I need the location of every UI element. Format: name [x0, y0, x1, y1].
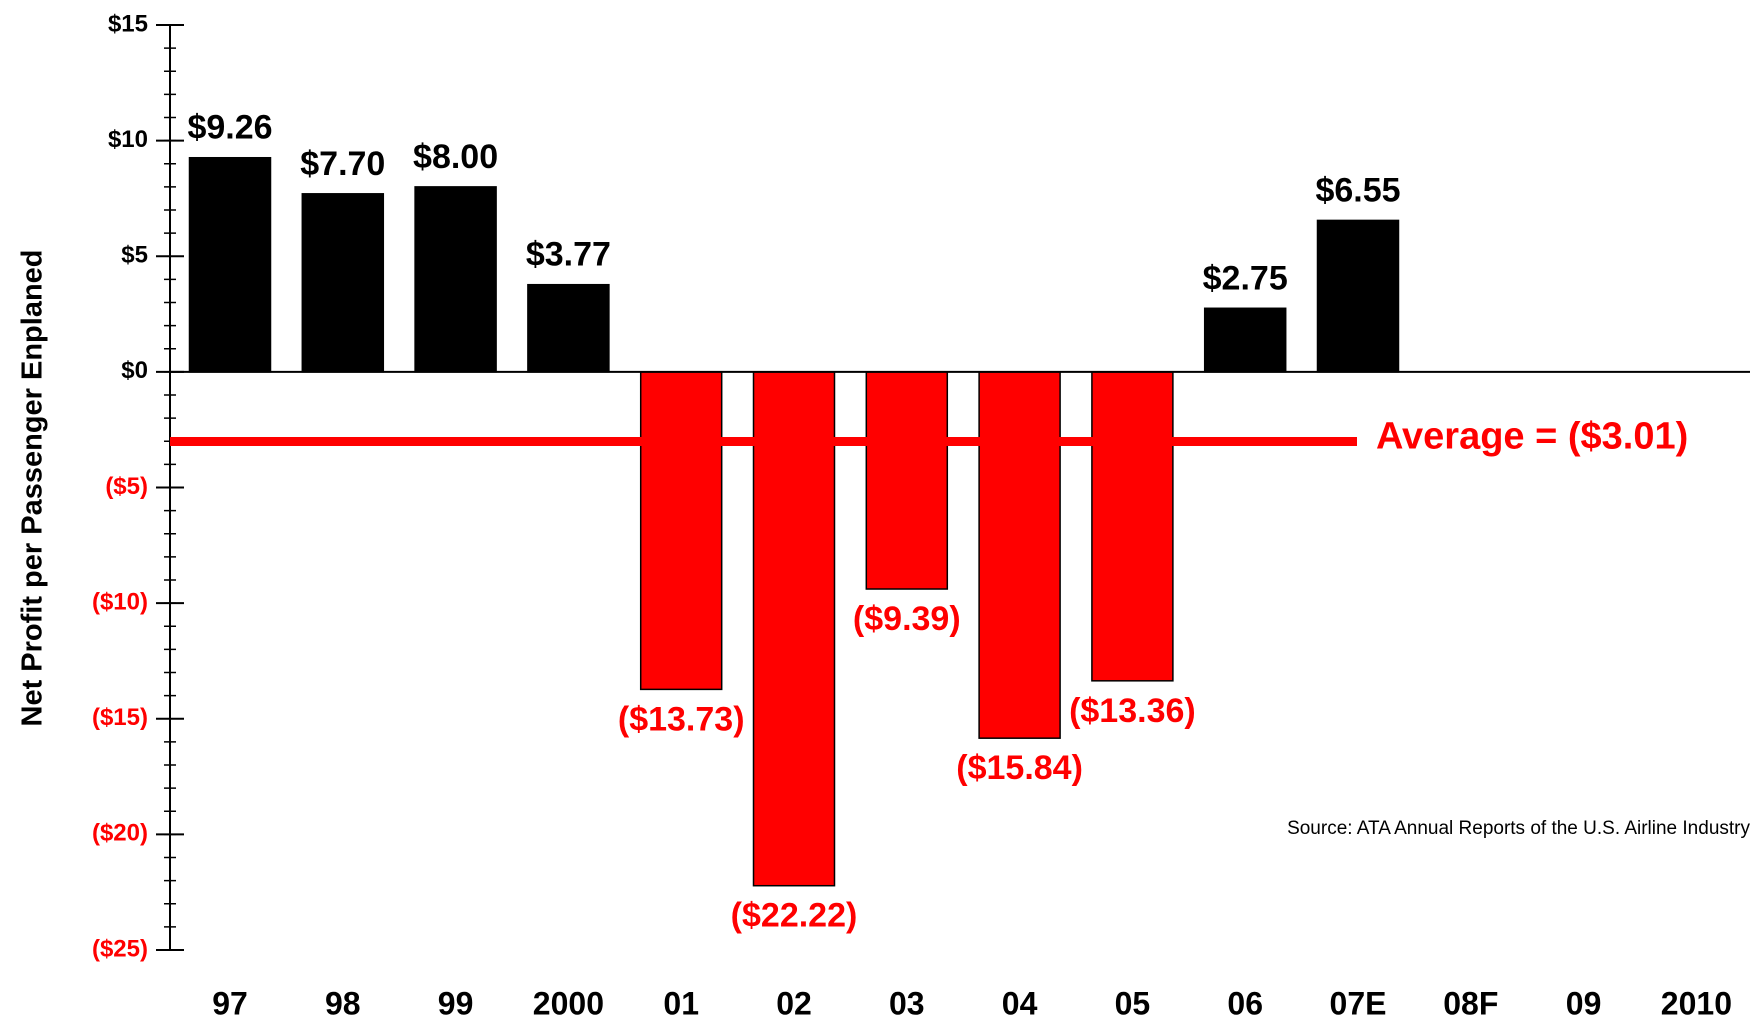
x-tick-label: 08F	[1443, 985, 1498, 1021]
bar	[639, 371, 723, 691]
y-tick-label: ($15)	[92, 704, 148, 731]
data-label: $9.26	[187, 109, 272, 147]
y-tick-label: $5	[121, 242, 148, 269]
data-label: ($9.39)	[853, 600, 961, 638]
x-tick-label: 2000	[533, 985, 604, 1021]
y-tick-label: $10	[108, 126, 148, 153]
data-label: ($13.36)	[1069, 692, 1196, 730]
bar	[414, 186, 497, 373]
bar	[1091, 371, 1174, 682]
y-tick-label: ($10)	[92, 588, 148, 615]
x-tick-label: 06	[1227, 985, 1263, 1021]
bar	[865, 371, 949, 590]
y-tick-label: ($5)	[105, 473, 148, 500]
y-tick-label: ($20)	[92, 820, 148, 847]
bar	[1203, 307, 1287, 373]
bar	[1316, 219, 1400, 373]
x-tick-label: 03	[889, 985, 925, 1021]
average-label: Average = ($3.01)	[1376, 416, 1688, 458]
data-label: $6.55	[1315, 171, 1400, 209]
data-label: $3.77	[526, 236, 611, 274]
data-label: ($15.84)	[956, 749, 1083, 787]
data-label: ($13.73)	[618, 700, 745, 738]
data-label: $2.75	[1203, 259, 1288, 297]
x-tick-label: 01	[663, 985, 699, 1021]
bar	[527, 283, 610, 373]
x-tick-label: 07E	[1330, 985, 1387, 1021]
x-tick-label: 99	[438, 985, 474, 1021]
bar	[188, 156, 272, 373]
data-label: $7.70	[300, 145, 385, 183]
x-tick-label: 98	[325, 985, 361, 1021]
bar	[978, 371, 1061, 739]
y-axis-title: Net Profit per Passenger Enplaned	[17, 249, 49, 726]
source-note: Source: ATA Annual Reports of the U.S. A…	[1287, 818, 1750, 839]
x-tick-label: 04	[1002, 985, 1038, 1021]
x-tick-label: 2010	[1661, 985, 1732, 1021]
bar	[301, 193, 385, 373]
y-tick-label: $0	[121, 357, 148, 384]
data-label: $8.00	[413, 138, 498, 176]
bar	[752, 371, 836, 887]
x-tick-label: 02	[776, 985, 812, 1021]
x-tick-label: 09	[1566, 985, 1602, 1021]
x-tick-label: 97	[212, 985, 248, 1021]
y-tick-label: $15	[108, 10, 148, 37]
x-tick-label: 05	[1115, 985, 1151, 1021]
data-label: ($22.22)	[731, 897, 858, 935]
y-tick-label: ($25)	[92, 935, 148, 962]
